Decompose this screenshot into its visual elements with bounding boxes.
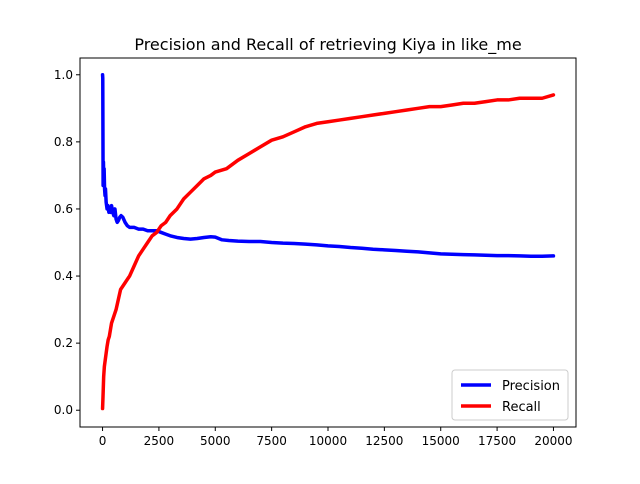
x-tick-label: 5000 <box>200 434 231 448</box>
x-tick-label: 10000 <box>309 434 347 448</box>
x-axis: 0 2500 5000 7500 10000 12500 15000 17500 20000 <box>99 427 573 448</box>
x-tick-label: 12500 <box>365 434 403 448</box>
chart-title: Precision and Recall of retrieving Kiya … <box>134 35 521 55</box>
x-tick-label: 20000 <box>534 434 572 448</box>
x-tick-label: 15000 <box>422 434 460 448</box>
y-axis: 0.0 0.2 0.4 0.6 0.8 1.0 <box>54 68 80 417</box>
legend-label-precision: Precision <box>502 379 560 394</box>
x-tick-label: 2500 <box>144 434 175 448</box>
y-tick-label: 0.8 <box>54 135 73 149</box>
series-layer <box>100 73 556 411</box>
y-tick-label: 0.4 <box>54 269 73 283</box>
y-tick-label: 1.0 <box>54 68 73 82</box>
series-line-recall <box>100 93 556 411</box>
y-tick-label: 0.0 <box>54 403 73 417</box>
y-tick-label: 0.6 <box>54 202 73 216</box>
x-tick-label: 0 <box>99 434 107 448</box>
x-tick-label: 7500 <box>256 434 287 448</box>
legend-label-recall: Recall <box>502 400 541 415</box>
series-line-precision <box>100 73 556 258</box>
y-tick-label: 0.2 <box>54 336 73 350</box>
x-tick-label: 17500 <box>478 434 516 448</box>
legend: Precision Recall <box>451 369 569 421</box>
